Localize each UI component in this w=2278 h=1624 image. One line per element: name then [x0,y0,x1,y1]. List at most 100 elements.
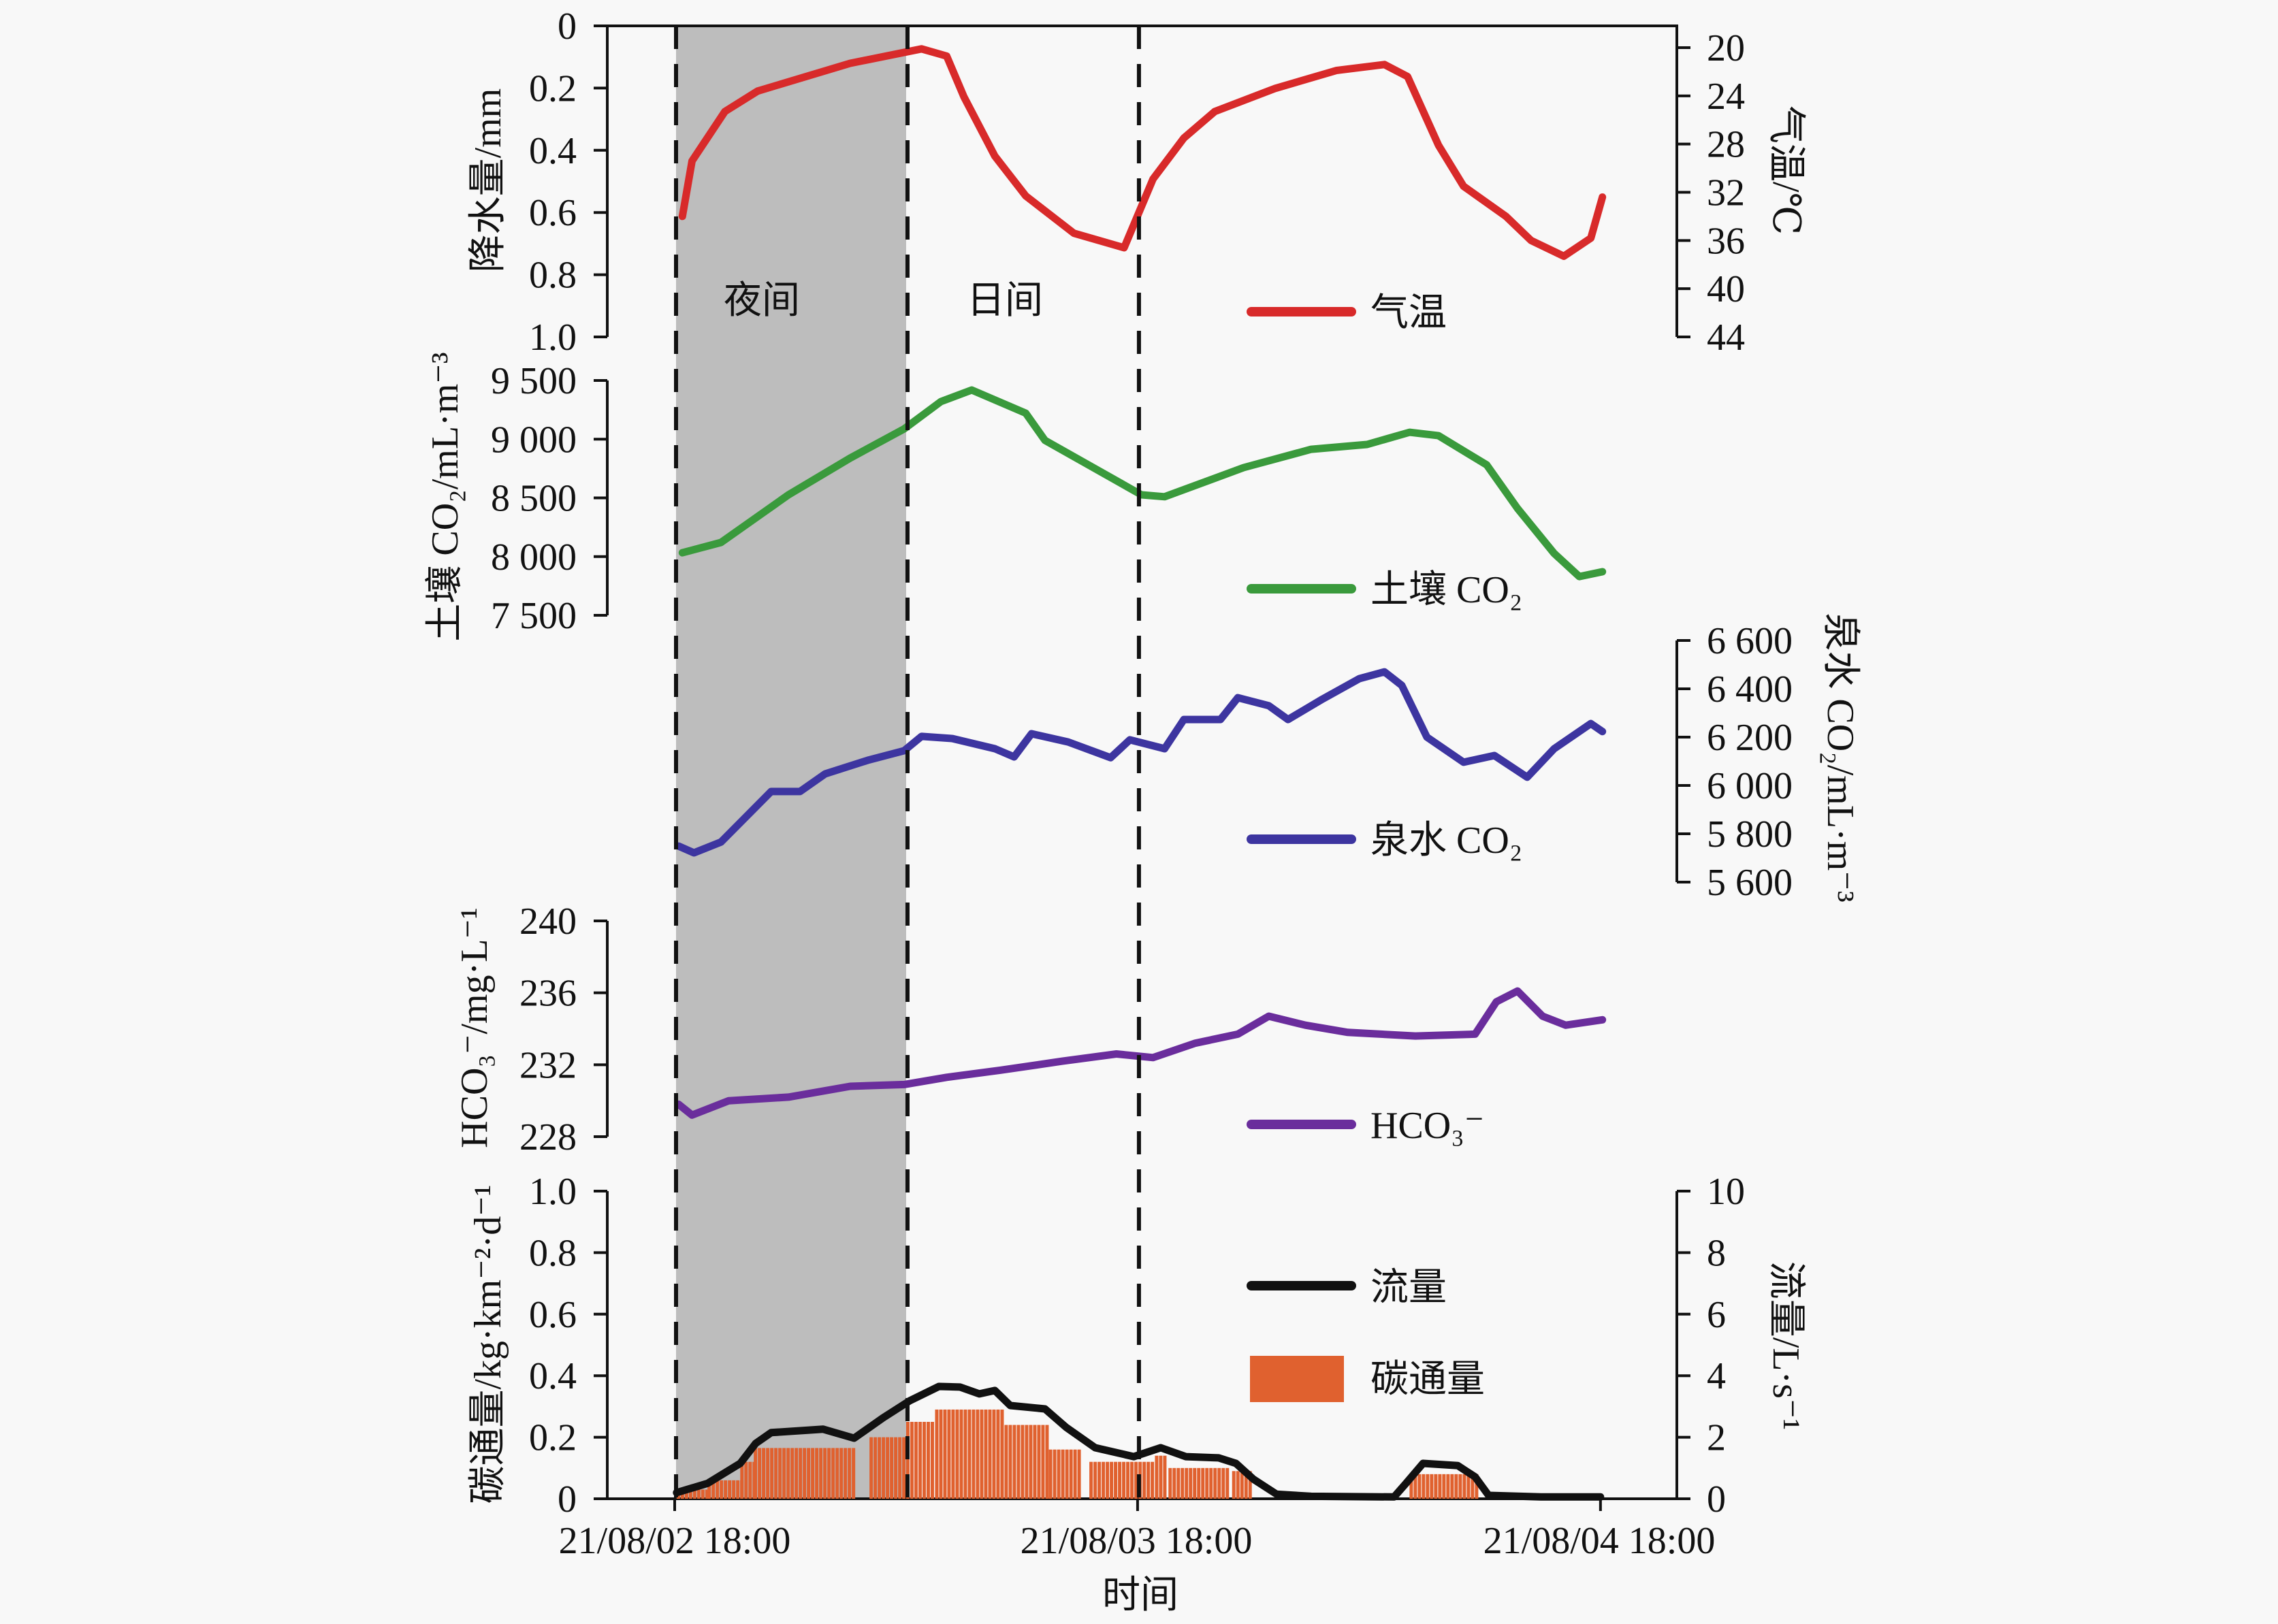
carbon-flux-bar [844,1448,848,1499]
carbon-flux-bar [1221,1467,1225,1499]
carbon-flux-bar [1240,1471,1244,1499]
y-tick-label-temperature: 0.4 [529,130,577,172]
carbon-flux-bar [1159,1455,1163,1499]
carbon-flux-bar [1417,1474,1422,1499]
carbon-flux-bar [894,1437,898,1499]
carbon-flux-bar [1225,1467,1230,1499]
carbon-flux-bar [1114,1461,1118,1499]
carbon-flux-bar [811,1448,815,1499]
carbon-flux-bar [1146,1461,1151,1499]
carbon-flux-bar [1471,1474,1475,1499]
carbon-flux-bar [1110,1461,1114,1499]
y-tick-label-temperature: 0.2 [529,67,577,110]
carbon-flux-bar [939,1409,943,1499]
carbon-flux-bar [1041,1425,1045,1499]
y-tick-label-flow-carbon: 1.0 [529,1171,577,1213]
carbon-flux-bar [1155,1455,1159,1499]
carbon-flux-bar [976,1409,980,1499]
y-tick-label-soil-co2: 9 000 [491,419,577,461]
legend-swatch-carbon-flux [1250,1356,1344,1402]
temperature-axis-title: 气温/℃ [1765,105,1807,235]
carbon-flux-bar [1434,1474,1438,1499]
carbon-flux-bar [823,1448,827,1499]
carbon-flux-bar [992,1409,996,1499]
y-tick-label-temperature: 44 [1707,316,1745,359]
legend-label-flow: 流量 [1370,1267,1447,1309]
carbon-flux-bar [922,1422,926,1499]
carbon-flux-bar [1012,1425,1016,1499]
carbon-flux-bar [728,1480,732,1499]
carbon-flux-bar [815,1448,819,1499]
carbon-flux-bar [1422,1474,1426,1499]
carbon-flux-bar [839,1448,844,1499]
x-tick-label: 21/08/03 18:00 [1021,1520,1253,1562]
carbon-flux-bar [951,1409,955,1499]
carbon-flux-bar [967,1409,972,1499]
carbon-flux-bar [878,1437,882,1499]
carbon-flux-bar [935,1409,939,1499]
soil-co2-axis-title: 土壤 CO₂/mL·m⁻³ [424,352,466,641]
carbon-flux-bar [774,1448,778,1499]
carbon-flux-bar [1462,1474,1466,1499]
y-tick-label-temperature: 1.0 [529,316,577,359]
y-tick-label-temperature: 40 [1707,268,1745,310]
carbon-flux-bar [1217,1467,1221,1499]
carbon-flux-bar [1413,1474,1417,1499]
carbon-flux-bar [1446,1474,1450,1499]
carbon-flux-bar [790,1448,795,1499]
carbon-flux-bar [1029,1425,1033,1499]
carbon-flux-bar [984,1409,988,1499]
y-tick-label-flow-carbon: 8 [1707,1232,1726,1274]
carbon-flux-bar [1151,1461,1155,1499]
carbon-flux-bar [1197,1467,1201,1499]
carbon-flux-bar [980,1409,984,1499]
carbon-flux-bar [930,1422,934,1499]
series-lines [673,45,1607,1501]
carbon-flux-bar [1073,1449,1077,1499]
y-tick-label-hco3: 236 [519,973,577,1015]
y-tick-label-temperature: 0.6 [529,192,577,234]
carbon-flux-bar [1163,1455,1167,1499]
carbon-flux-bar [1430,1474,1434,1499]
y-tick-label-spring-co2: 6 000 [1707,765,1793,807]
series-line-spring-co2 [675,668,1607,857]
carbon-flux-bar [1185,1467,1189,1499]
carbon-flux-bar [1248,1471,1252,1499]
carbon-flux-bar [1053,1449,1057,1499]
carbon-flux-bar [882,1437,886,1499]
carbon-flux-bar [1037,1425,1041,1499]
carbon-flux-bar [1168,1467,1172,1499]
period-boundaries [674,26,1141,1499]
y-tick-label-soil-co2: 7 500 [491,595,577,637]
carbon-flux-bar [807,1448,811,1499]
y-tick-label-flow-carbon: 0.6 [529,1294,577,1336]
carbon-flux-bar [947,1409,951,1499]
carbon-flux-bar [1093,1461,1097,1499]
y-tick-label-hco3: 228 [519,1116,577,1158]
carbon-flux-bar [1181,1467,1185,1499]
y-tick-label-spring-co2: 6 200 [1707,717,1793,759]
carbon-flux-bar [914,1422,918,1499]
carbon-flux-bar [762,1448,766,1499]
series-line-temperature [678,45,1607,260]
legend-label-spring-co2: 泉水 CO₂ [1370,819,1522,862]
y-tick-label-temperature: 28 [1707,124,1745,166]
carbon-flux-bar [831,1448,835,1499]
carbon-flux-bar [1008,1425,1012,1499]
y-tick-label-spring-co2: 5 800 [1707,813,1793,856]
y-tick-label-spring-co2: 6 600 [1707,620,1793,662]
carbon-flux-bar [996,1409,1000,1499]
carbon-flux-bar [1244,1471,1248,1499]
y-tick-label-flow-carbon: 6 [1707,1294,1726,1336]
carbon-flux-bar [910,1422,914,1499]
y-tick-label-temperature: 36 [1707,220,1745,262]
y-tick-label-temperature: 0 [558,5,577,48]
carbon-flux-bar [1065,1449,1069,1499]
carbon-flux-bar [1097,1461,1102,1499]
y-tick-label-flow-carbon: 0.2 [529,1417,577,1459]
carbon-flux-bar [898,1437,902,1499]
carbon-flux-bar [803,1448,807,1499]
y-tick-label-spring-co2: 5 600 [1707,862,1793,904]
carbon-flux-bar [732,1480,736,1499]
carbon-flux-bar [754,1448,758,1499]
